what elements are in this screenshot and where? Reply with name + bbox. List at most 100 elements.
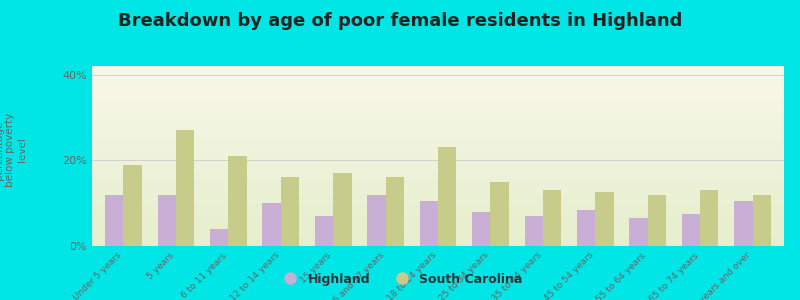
Bar <box>92 91 784 93</box>
Bar <box>420 201 438 246</box>
Bar <box>92 187 784 188</box>
Bar <box>92 232 784 233</box>
Bar <box>595 192 614 246</box>
Bar <box>92 80 784 82</box>
Bar <box>92 194 784 196</box>
Bar <box>92 230 784 232</box>
Bar <box>577 210 595 246</box>
Bar <box>92 104 784 106</box>
Bar <box>92 133 784 134</box>
Bar <box>438 147 456 246</box>
Bar <box>386 177 404 246</box>
Legend: Highland, South Carolina: Highland, South Carolina <box>273 268 527 291</box>
Bar <box>92 203 784 205</box>
Bar <box>92 122 784 124</box>
Bar <box>92 221 784 223</box>
Bar <box>92 140 784 142</box>
Bar <box>92 228 784 230</box>
Bar <box>92 152 784 154</box>
Bar <box>92 77 784 79</box>
Bar <box>92 183 784 185</box>
Bar <box>543 190 561 246</box>
Bar <box>92 210 784 212</box>
Bar <box>630 218 648 246</box>
Bar <box>158 195 176 246</box>
Bar <box>700 190 718 246</box>
Bar <box>92 147 784 149</box>
Bar <box>92 190 784 192</box>
Bar <box>92 172 784 174</box>
Bar <box>92 208 784 210</box>
Bar <box>92 215 784 217</box>
Bar <box>92 118 784 120</box>
Bar <box>92 197 784 199</box>
Bar <box>315 216 333 246</box>
Bar <box>92 127 784 129</box>
Bar <box>92 165 784 167</box>
Bar <box>92 241 784 242</box>
Bar <box>92 93 784 95</box>
Bar <box>92 196 784 197</box>
Bar <box>333 173 351 246</box>
Bar <box>92 214 784 215</box>
Bar <box>92 89 784 91</box>
Text: Breakdown by age of poor female residents in Highland: Breakdown by age of poor female resident… <box>118 12 682 30</box>
Bar <box>92 115 784 116</box>
Bar <box>92 185 784 187</box>
Bar <box>92 160 784 161</box>
Bar <box>92 205 784 206</box>
Bar <box>92 134 784 136</box>
Bar <box>92 136 784 138</box>
Bar <box>682 214 700 246</box>
Bar <box>92 71 784 73</box>
Bar <box>92 223 784 224</box>
Bar <box>92 111 784 113</box>
Bar <box>176 130 194 246</box>
Bar <box>92 98 784 100</box>
Bar <box>92 192 784 194</box>
Bar <box>92 224 784 226</box>
Bar <box>92 219 784 221</box>
Bar <box>92 149 784 151</box>
Bar <box>92 176 784 178</box>
Bar <box>281 177 299 246</box>
Bar <box>92 244 784 246</box>
Bar <box>734 201 753 246</box>
Bar <box>92 161 784 163</box>
Bar <box>92 201 784 203</box>
Bar <box>92 68 784 70</box>
Bar <box>92 206 784 208</box>
Bar <box>92 235 784 237</box>
Bar <box>92 116 784 118</box>
Bar <box>92 188 784 190</box>
Bar <box>92 217 784 219</box>
Bar <box>92 102 784 104</box>
Bar <box>92 181 784 183</box>
Bar <box>92 95 784 97</box>
Bar <box>210 229 228 246</box>
Bar <box>525 216 543 246</box>
Bar <box>92 174 784 176</box>
Bar <box>262 203 281 246</box>
Bar <box>92 131 784 133</box>
Bar <box>105 195 123 246</box>
Bar <box>92 143 784 145</box>
Bar <box>92 242 784 244</box>
Bar <box>490 182 509 246</box>
Bar <box>92 124 784 125</box>
Text: percentage
below poverty
level: percentage below poverty level <box>0 113 27 187</box>
Bar <box>92 145 784 147</box>
Bar <box>92 212 784 214</box>
Bar <box>228 156 246 246</box>
Bar <box>92 82 784 84</box>
Bar <box>92 142 784 143</box>
Bar <box>92 88 784 89</box>
Bar <box>92 179 784 181</box>
Bar <box>92 167 784 169</box>
Bar <box>472 212 490 246</box>
Bar <box>92 151 784 152</box>
Bar <box>92 66 784 68</box>
Bar <box>92 158 784 160</box>
Bar <box>92 120 784 122</box>
Bar <box>92 97 784 98</box>
